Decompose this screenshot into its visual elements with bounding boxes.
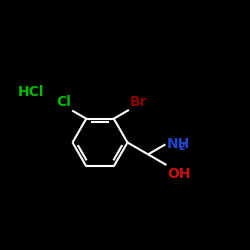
- Text: OH: OH: [167, 167, 191, 181]
- Text: NH: NH: [167, 137, 190, 151]
- Text: HCl: HCl: [18, 86, 44, 100]
- Text: Br: Br: [130, 95, 148, 109]
- Text: Cl: Cl: [56, 95, 71, 109]
- Text: 2: 2: [179, 142, 186, 152]
